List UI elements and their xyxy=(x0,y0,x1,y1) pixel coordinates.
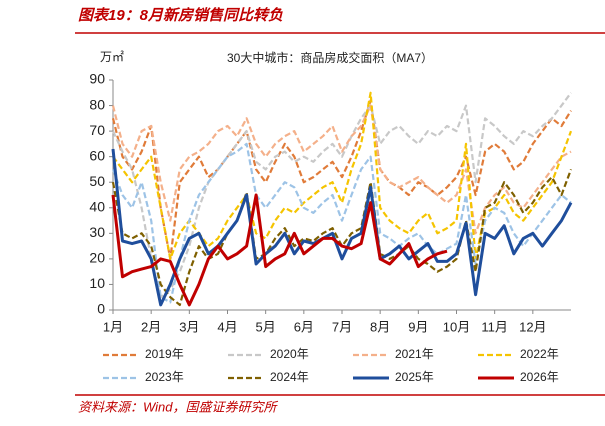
series-line xyxy=(111,193,448,307)
legend-label: 2025年 xyxy=(395,370,434,384)
x-tick-label: 11月 xyxy=(481,319,508,334)
x-tick-label: 6月 xyxy=(294,319,314,334)
chart-title: 30大中城市：商品房成交面积（MA7） xyxy=(227,50,433,65)
y-tick-label: 40 xyxy=(89,198,105,214)
legend-label: 2022年 xyxy=(520,347,559,361)
y-tick-label: 80 xyxy=(89,96,105,112)
legend-label: 2020年 xyxy=(270,347,309,361)
y-tick-label: 50 xyxy=(89,173,105,189)
series-line xyxy=(111,99,572,260)
y-tick-label: 20 xyxy=(89,250,105,266)
x-tick-label: 12月 xyxy=(519,319,546,334)
x-tick-label: 4月 xyxy=(217,319,237,334)
x-tick-label: 1月 xyxy=(103,319,123,334)
y-tick-label: 0 xyxy=(97,301,105,317)
y-tick-label: 70 xyxy=(89,122,105,138)
y-unit: 万㎡ xyxy=(100,50,124,64)
y-tick-label: 90 xyxy=(89,71,105,87)
x-tick-label: 3月 xyxy=(179,319,199,334)
series-line xyxy=(111,104,572,235)
legend-label: 2023年 xyxy=(145,370,184,384)
legend-label: 2026年 xyxy=(520,370,559,384)
y-tick-label: 10 xyxy=(89,275,105,291)
series-line xyxy=(111,148,573,307)
figure-title: 图表19：8月新房销售同比转负 xyxy=(78,6,283,24)
series-line xyxy=(111,169,573,306)
series-line xyxy=(111,142,572,304)
source: 资料来源：Wind，国盛证券研究所 xyxy=(78,399,279,414)
x-tick-label: 9月 xyxy=(408,319,428,334)
legend-label: 2021年 xyxy=(395,347,434,361)
x-tick-label: 7月 xyxy=(332,319,352,334)
x-tick-label: 8月 xyxy=(370,319,390,334)
x-tick-label: 2月 xyxy=(141,319,161,334)
y-tick-label: 30 xyxy=(89,224,105,240)
series-line xyxy=(112,92,572,299)
legend-label: 2024年 xyxy=(270,370,309,384)
x-tick-label: 10月 xyxy=(443,319,470,334)
legend-label: 2019年 xyxy=(145,347,184,361)
x-tick-label: 5月 xyxy=(256,319,276,334)
y-tick-label: 60 xyxy=(89,147,105,163)
